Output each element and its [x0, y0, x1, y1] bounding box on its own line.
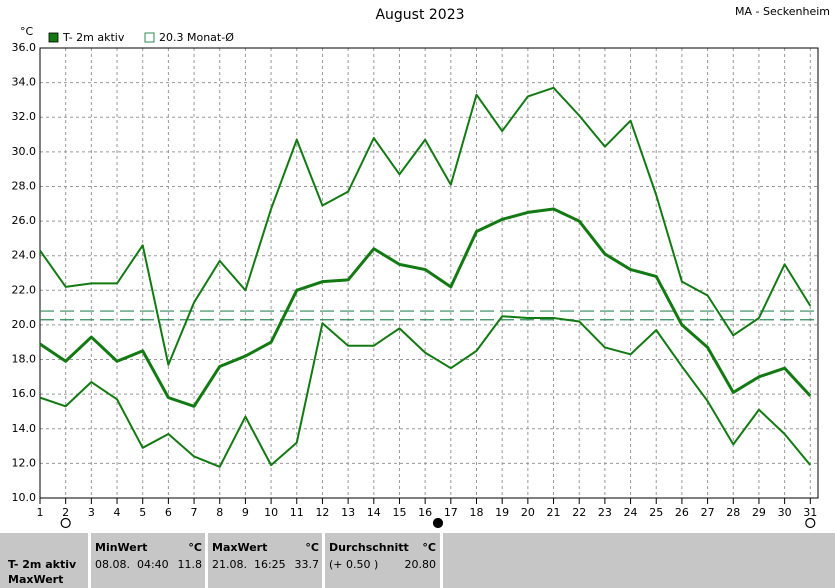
y-tick-label: 16.0 — [12, 387, 37, 400]
x-tick-label: 22 — [572, 506, 586, 519]
x-tick-label: 24 — [624, 506, 638, 519]
station: MA - Seckenheim — [735, 5, 830, 18]
moon-phase — [432, 517, 444, 529]
x-tick-label: 6 — [165, 506, 172, 519]
x-tick-label: 15 — [392, 506, 406, 519]
stat-title: Durchschnitt — [329, 541, 409, 554]
moon-phase — [805, 517, 816, 529]
x-tick-label: 26 — [675, 506, 689, 519]
x-tick-label: 13 — [341, 506, 355, 519]
x-tick-label: 20 — [521, 506, 535, 519]
stat-unit: °C — [305, 541, 319, 554]
y-tick-label: 10.0 — [12, 491, 37, 504]
stat-value: 20.80 — [404, 558, 437, 571]
stat-cell: MinWert °C 08.08. 04:40 11.8 — [88, 533, 206, 588]
stat-title: MaxWert — [212, 541, 268, 554]
chart-title: August 2023 — [375, 7, 464, 23]
y-tick-label: 26.0 — [12, 214, 37, 227]
x-tick-label: 9 — [242, 506, 249, 519]
y-tick-label: 34.0 — [12, 76, 37, 89]
x-tick-label: 27 — [701, 506, 715, 519]
y-unit: °C — [20, 25, 34, 38]
x-tick-label: 28 — [726, 506, 740, 519]
stat-title: MinWert — [95, 541, 148, 554]
y-tick-label: 14.0 — [12, 422, 37, 435]
x-tick-label: 8 — [216, 506, 223, 519]
max-line — [39, 86, 812, 366]
stat-when: 08.08. 04:40 — [95, 558, 169, 571]
y-tick-label: 22.0 — [12, 283, 37, 296]
x-tick-label: 31 — [803, 506, 817, 519]
stat-cell: Durchschnitt °C (+ 0.50 ) 20.80 — [322, 533, 440, 588]
x-tick-label: 5 — [139, 506, 146, 519]
x-tick-label: 4 — [114, 506, 121, 519]
x-tick-label: 1 — [37, 506, 44, 519]
row-label: MaxWert — [8, 573, 64, 586]
y-tick-label: 20.0 — [12, 318, 37, 331]
x-tick-label: 23 — [598, 506, 612, 519]
x-tick-label: 2 — [62, 506, 69, 519]
legend-label: 20.3 Monat-Ø — [159, 31, 234, 44]
plot-frame — [39, 47, 819, 499]
x-tick-label: 14 — [367, 506, 381, 519]
y-tick-label: 18.0 — [12, 353, 37, 366]
x-tick-label: 18 — [470, 506, 484, 519]
x-tick-label: 16 — [418, 506, 432, 519]
x-tick-label: 12 — [315, 506, 329, 519]
x-tick-label: 25 — [649, 506, 663, 519]
separator — [440, 533, 443, 588]
y-tick-label: 32.0 — [12, 110, 37, 123]
legend-label: T- 2m aktiv — [62, 31, 125, 44]
stat-when: (+ 0.50 ) — [329, 558, 379, 571]
x-tick-label: 7 — [191, 506, 198, 519]
mean-line — [39, 207, 812, 408]
moon-phase — [60, 517, 71, 529]
y-tick-label: 24.0 — [12, 249, 37, 262]
y-tick-label: 12.0 — [12, 456, 37, 469]
footer: T- 2m aktiv MaxWert MinWert °C 08.08. 04:4… — [0, 533, 835, 588]
x-tick-label: 19 — [495, 506, 509, 519]
y-tick-label: 30.0 — [12, 145, 37, 158]
stat-cell: MaxWert °C 21.08. 16:25 33.7 — [205, 533, 323, 588]
legend-swatch — [144, 32, 155, 43]
row-label: T- 2m aktiv — [8, 558, 77, 571]
stat-unit: °C — [422, 541, 436, 554]
y-tick-label: 36.0 — [12, 41, 37, 54]
x-tick-label: 17 — [444, 506, 458, 519]
min-line — [39, 315, 812, 468]
x-tick-label: 29 — [752, 506, 766, 519]
stat-value: 33.7 — [294, 558, 320, 571]
stat-when: 21.08. 16:25 — [212, 558, 286, 571]
stat-value: 11.8 — [177, 558, 203, 571]
chart: August 2023 MA - Seckenheim °C 10.0 12.0 1… — [12, 5, 830, 529]
y-tick-label: 28.0 — [12, 179, 37, 192]
x-tick-label: 3 — [88, 506, 95, 519]
x-tick-label: 11 — [290, 506, 304, 519]
legend-swatch — [48, 32, 59, 43]
x-tick-label: 21 — [547, 506, 561, 519]
stat-unit: °C — [188, 541, 202, 554]
x-tick-label: 30 — [778, 506, 792, 519]
x-tick-label: 10 — [264, 506, 278, 519]
